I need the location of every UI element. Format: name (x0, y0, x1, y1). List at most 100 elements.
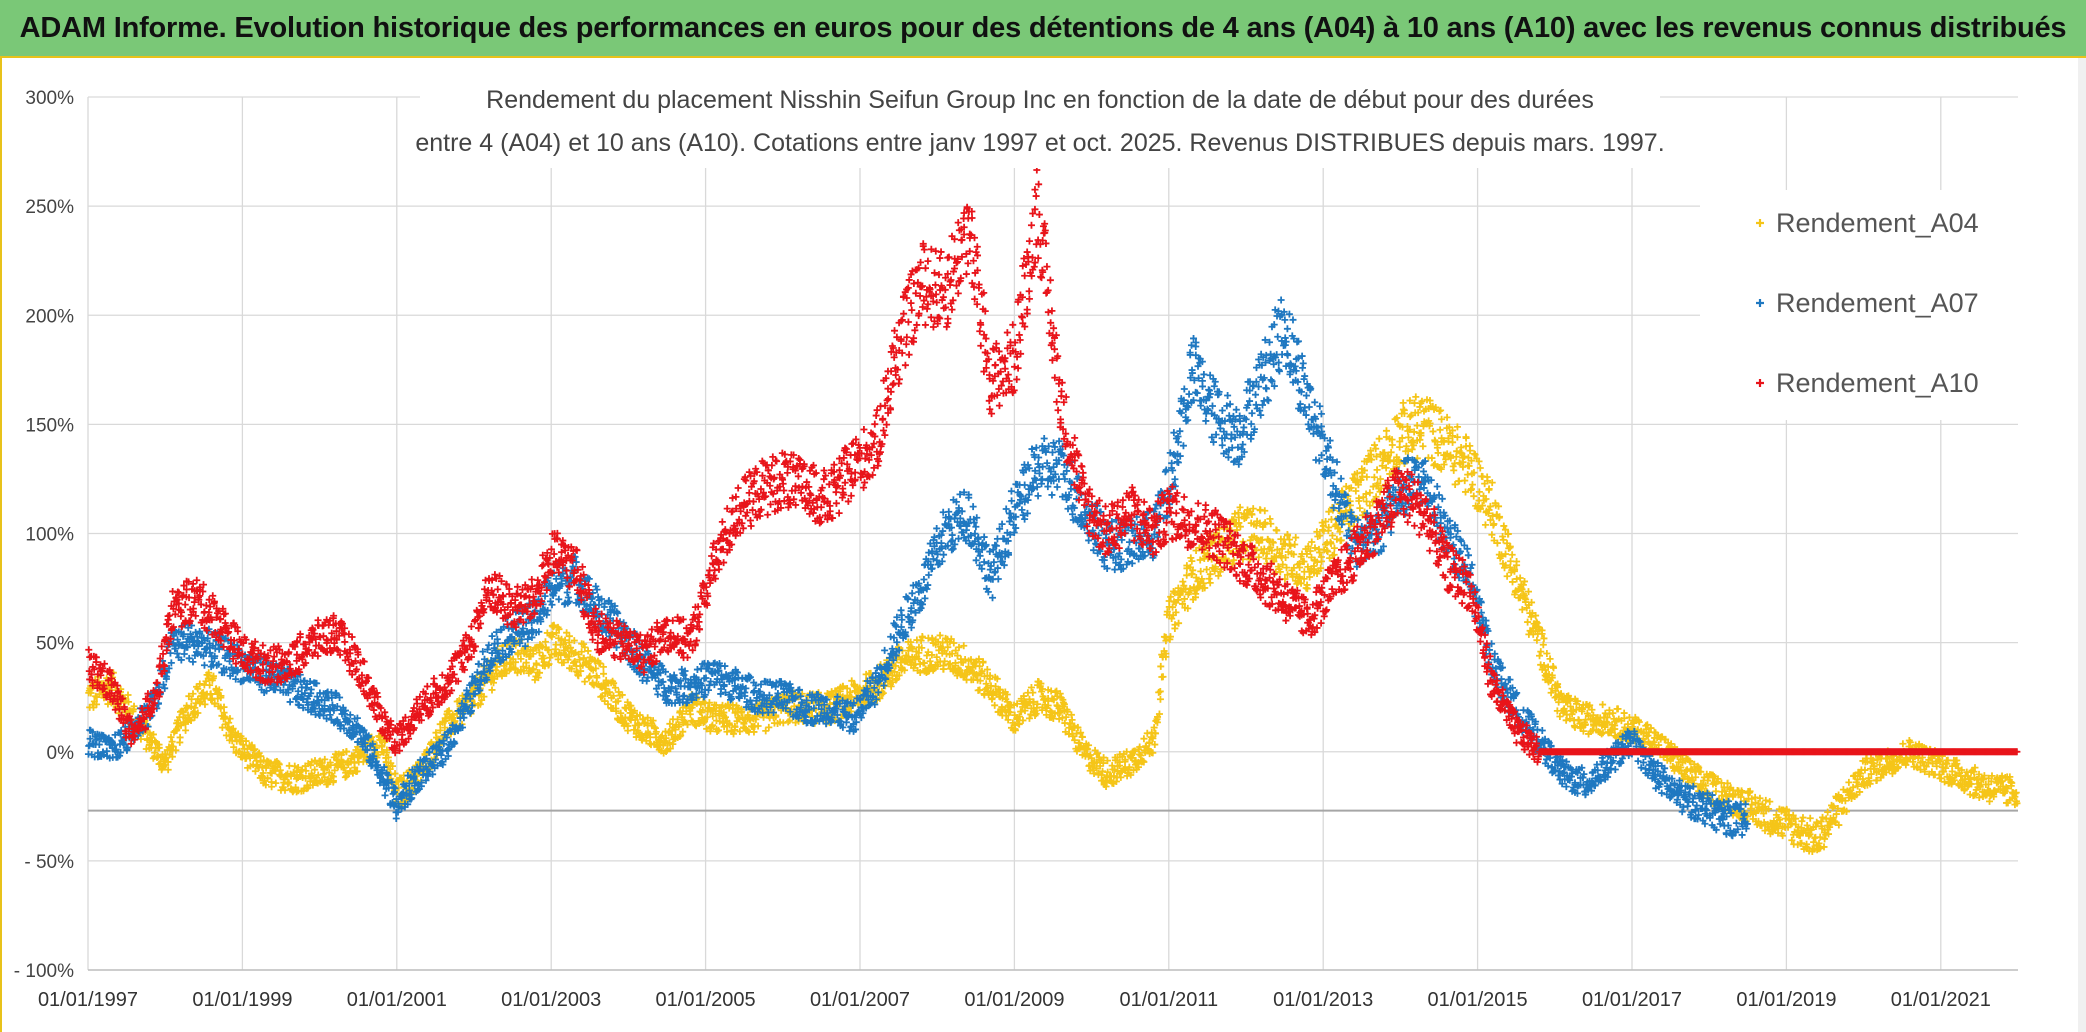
data-point-Rendement_A04 (302, 767, 310, 775)
data-point-Rendement_A04 (555, 625, 563, 633)
data-point-Rendement_A04 (210, 672, 218, 680)
data-point-Rendement_A04 (391, 770, 399, 778)
data-point-Rendement_A04 (104, 700, 112, 708)
data-point-Rendement_A04 (281, 786, 289, 794)
data-point-Rendement_A04 (329, 778, 337, 786)
data-point-Rendement_A04 (581, 678, 589, 686)
data-point-Rendement_A04 (206, 681, 214, 689)
data-point-Rendement_A04 (331, 766, 339, 774)
data-point-Rendement_A04 (151, 737, 159, 745)
data-point-Rendement_A04 (291, 762, 299, 770)
data-point-Rendement_A04 (242, 737, 250, 745)
data-points (84, 166, 2021, 855)
data-point-Rendement_A04 (309, 781, 317, 789)
data-point-Rendement_A04 (333, 755, 341, 763)
data-point-Rendement_A04 (550, 622, 558, 630)
data-point-Rendement_A04 (384, 753, 392, 761)
data-point-Rendement_A04 (493, 663, 501, 671)
data-point-Rendement_A04 (262, 781, 270, 789)
data-point-Rendement_A04 (268, 783, 276, 791)
data-point-Rendement_A04 (314, 771, 322, 779)
data-point-Rendement_A04 (323, 764, 331, 772)
data-point-Rendement_A04 (540, 654, 548, 662)
data-point-Rendement_A04 (536, 669, 544, 677)
data-point-Rendement_A04 (304, 784, 312, 792)
data-point-Rendement_A04 (567, 644, 575, 652)
data-point-Rendement_A04 (563, 629, 571, 637)
data-point-Rendement_A04 (87, 689, 95, 697)
data-point-Rendement_A04 (580, 654, 588, 662)
data-point-Rendement_A04 (176, 733, 184, 741)
data-point-Rendement_A04 (168, 738, 176, 746)
data-point-Rendement_A04 (389, 762, 397, 770)
data-point-Rendement_A04 (445, 707, 453, 715)
data-point-Rendement_A04 (353, 767, 361, 775)
data-point-Rendement_A04 (558, 635, 566, 643)
data-point-Rendement_A04 (188, 695, 196, 703)
data-point-Rendement_A04 (274, 759, 282, 767)
data-point-Rendement_A04 (533, 661, 541, 669)
data-point-Rendement_A04 (215, 686, 223, 694)
data-point-Rendement_A04 (578, 648, 586, 656)
data-point-Rendement_A04 (517, 655, 525, 663)
data-point-Rendement_A04 (287, 772, 295, 780)
data-point-Rendement_A04 (478, 696, 486, 704)
data-point-Rendement_A04 (250, 746, 258, 754)
data-point-Rendement_A04 (307, 761, 315, 769)
data-point-Rendement_A04 (529, 650, 537, 658)
data-point-Rendement_A04 (251, 745, 259, 753)
data-point-Rendement_A04 (321, 755, 329, 763)
data-point-Rendement_A04 (221, 713, 229, 721)
data-point-Rendement_A04 (259, 769, 267, 777)
data-point-Rendement_A04 (373, 751, 381, 759)
data-point-Rendement_A04 (552, 629, 560, 637)
data-point-Rendement_A04 (340, 764, 348, 772)
data-point-Rendement_A04 (560, 659, 568, 667)
data-point-Rendement_A04 (555, 649, 563, 657)
data-point-Rendement_A04 (129, 707, 137, 715)
data-point-Rendement_A04 (189, 690, 197, 698)
data-point-Rendement_A04 (576, 656, 584, 664)
data-point-Rendement_A04 (205, 669, 213, 677)
data-point-Rendement_A04 (436, 726, 444, 734)
data-point-Rendement_A04 (383, 749, 391, 757)
data-point-Rendement_A04 (146, 729, 154, 737)
data-point-Rendement_A04 (238, 734, 246, 742)
data-point-Rendement_A04 (272, 779, 280, 787)
data-point-Rendement_A04 (124, 691, 132, 699)
data-point-Rendement_A04 (143, 736, 151, 744)
data-point-Rendement_A04 (168, 753, 176, 761)
data-point-Rendement_A04 (191, 704, 199, 712)
data-point-Rendement_A04 (93, 700, 101, 708)
data-point-Rendement_A04 (581, 643, 589, 651)
data-point-Rendement_A04 (327, 761, 335, 769)
data-point-Rendement_A04 (442, 716, 450, 724)
data-point-Rendement_A04 (561, 636, 569, 644)
data-point-Rendement_A04 (187, 716, 195, 724)
data-point-Rendement_A04 (230, 743, 238, 751)
data-point-Rendement_A04 (172, 746, 180, 754)
data-point-Rendement_A04 (187, 703, 195, 711)
data-point-Rendement_A04 (441, 724, 449, 732)
data-point-Rendement_A04 (211, 700, 219, 708)
data-point-Rendement_A04 (164, 758, 172, 766)
data-point-Rendement_A04 (574, 672, 582, 680)
data-point-Rendement_A04 (201, 695, 209, 703)
data-point-Rendement_A04 (586, 672, 594, 680)
data-point-Rendement_A04 (570, 637, 578, 645)
data-point-Rendement_A04 (311, 766, 319, 774)
data-point-Rendement_A04 (285, 779, 293, 787)
data-point-Rendement_A04 (155, 744, 163, 752)
data-point-Rendement_A04 (226, 715, 234, 723)
data-point-Rendement_A04 (194, 709, 202, 717)
data-point-Rendement_A04 (577, 667, 585, 675)
data-point-Rendement_A04 (565, 632, 573, 640)
data-point-Rendement_A04 (167, 733, 175, 741)
data-point-Rendement_A04 (488, 686, 496, 694)
data-point-Rendement_A04 (217, 692, 225, 700)
data-point-Rendement_A04 (229, 725, 237, 733)
data-point-Rendement_A04 (182, 726, 190, 734)
data-point-Rendement_A04 (476, 700, 484, 708)
data-point-Rendement_A04 (220, 703, 228, 711)
